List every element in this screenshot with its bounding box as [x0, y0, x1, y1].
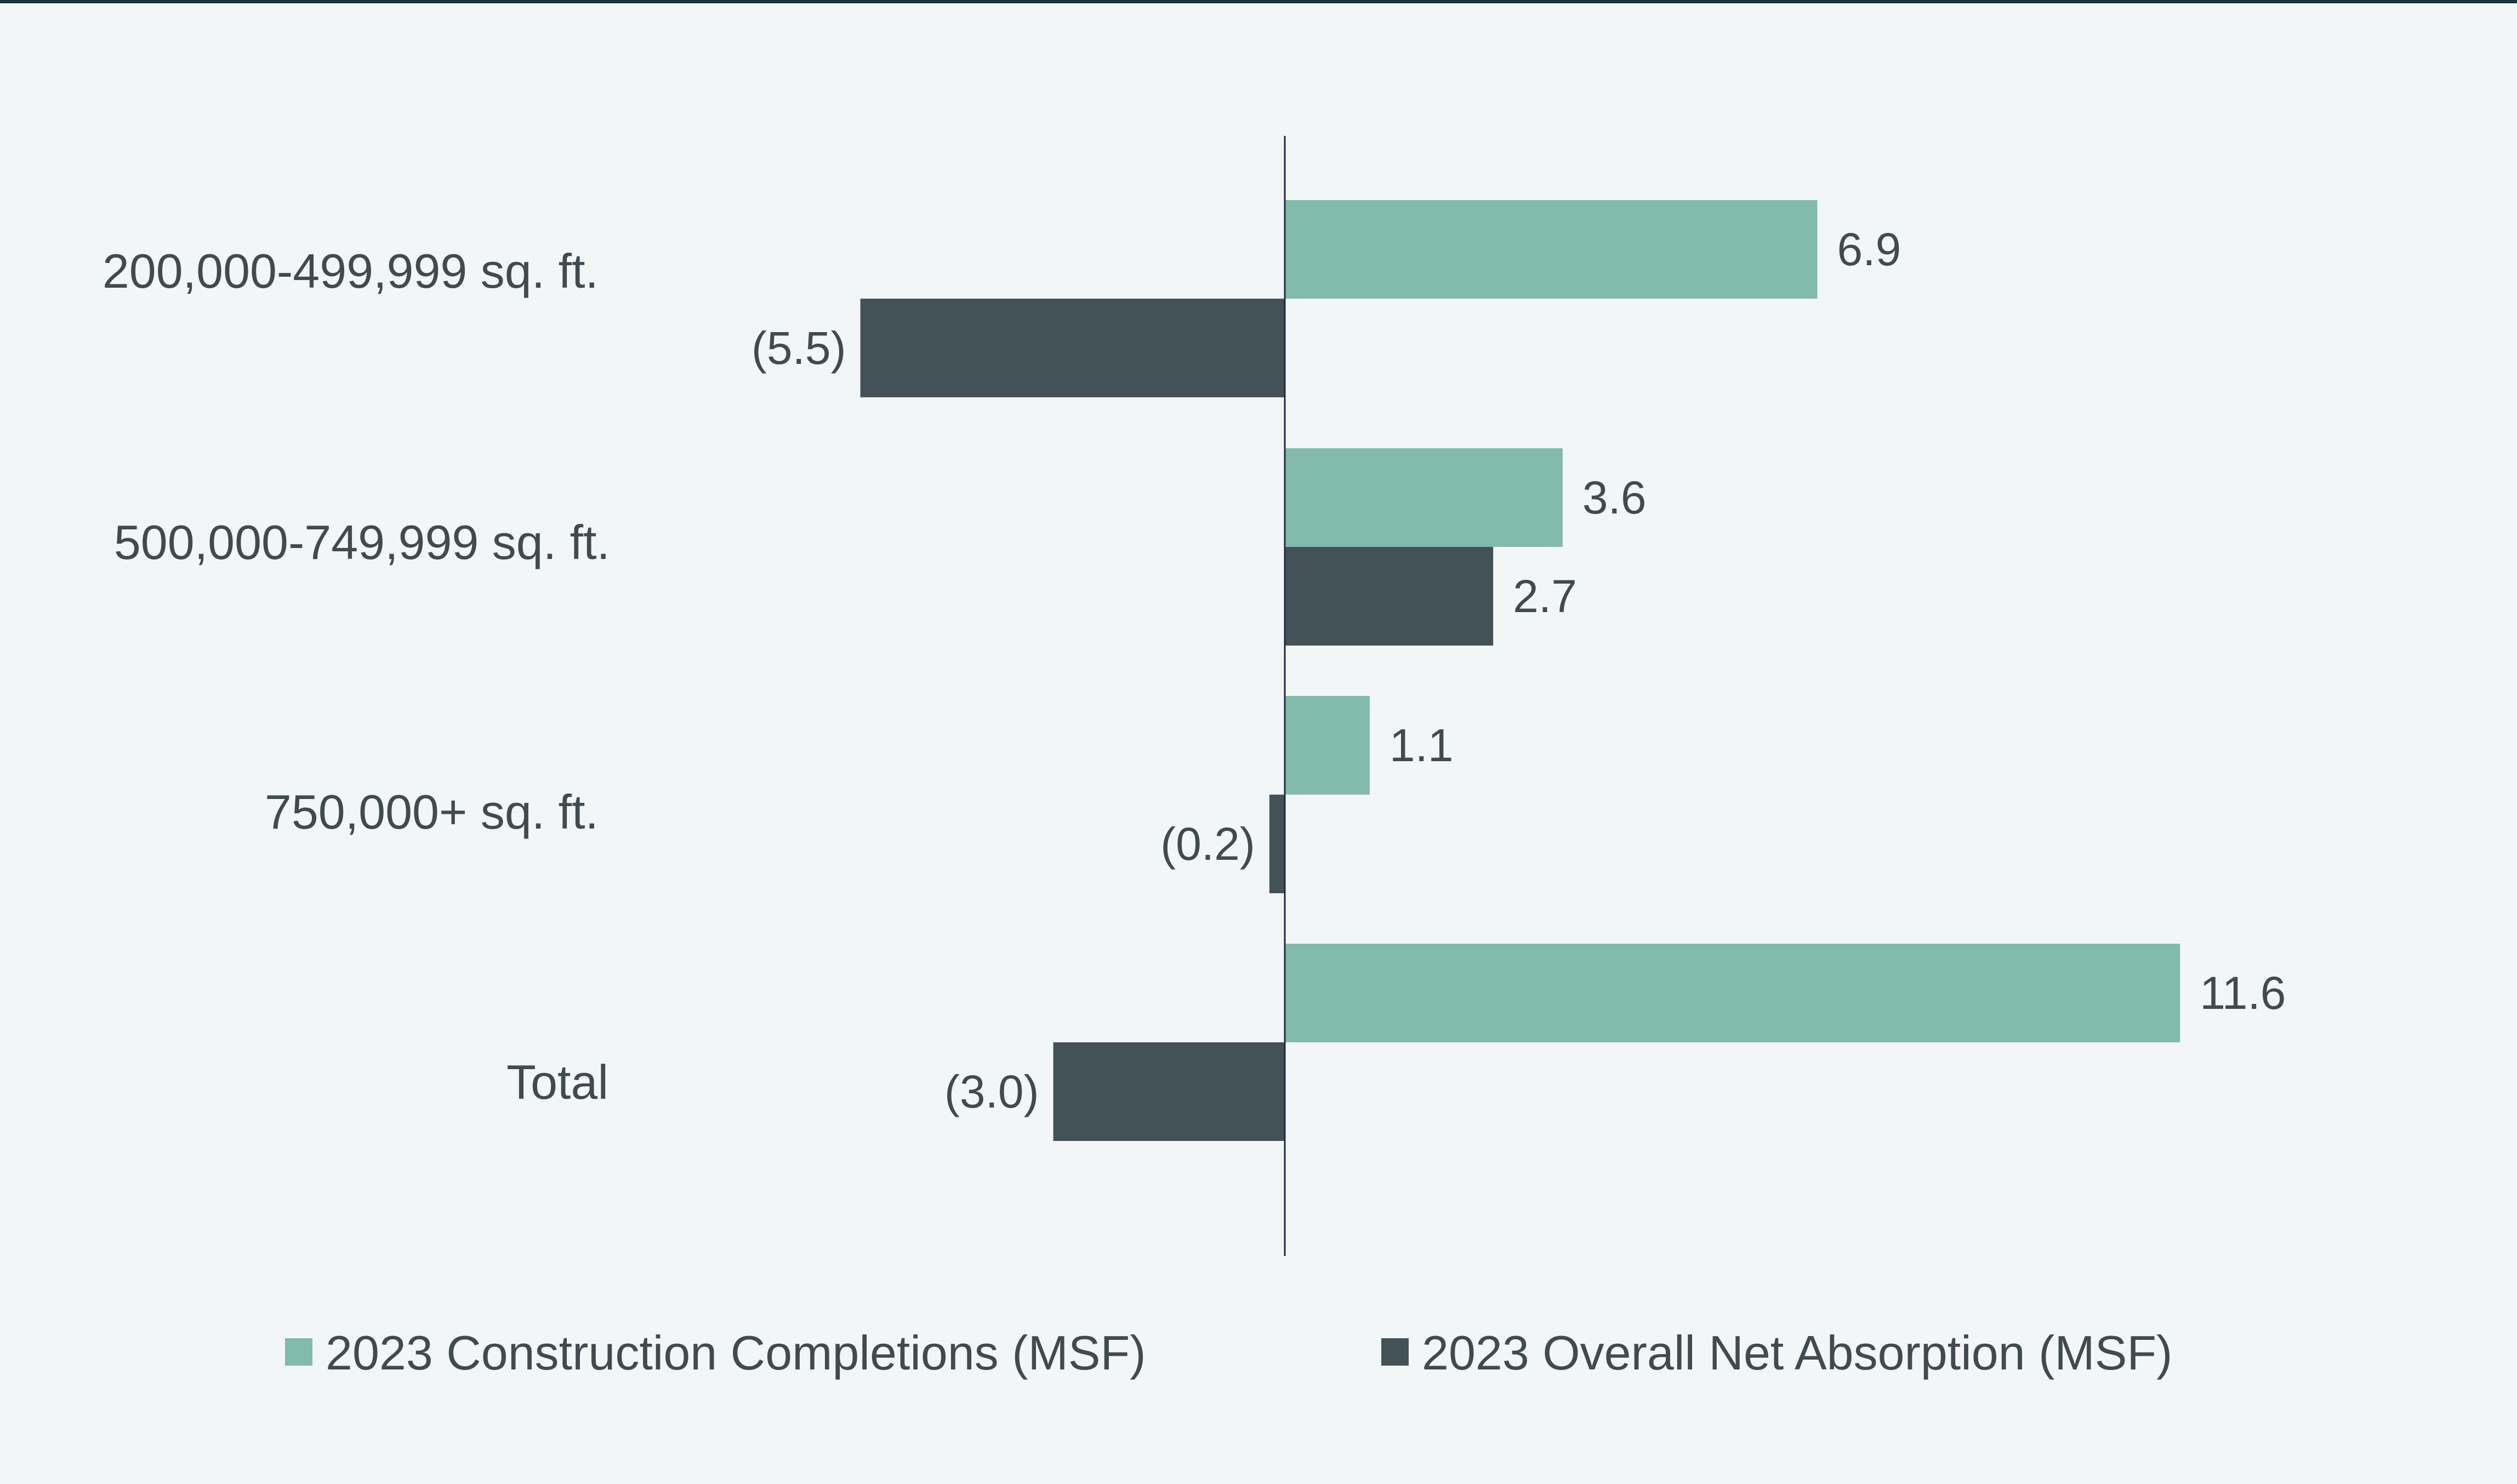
legend-label-absorption: 2023 Overall Net Absorption (MSF): [1422, 1326, 2172, 1380]
data-label-completions: 1.1: [1390, 720, 1454, 771]
data-label-absorption: 2.7: [1513, 570, 1577, 622]
top-rule: [0, 0, 2517, 3]
bars-layer: [860, 200, 2180, 1141]
bar-absorption: [1285, 547, 1494, 646]
data-label-absorption: (5.5): [751, 322, 846, 374]
bar-completions: [1285, 200, 1818, 299]
bar-absorption: [1053, 1042, 1285, 1141]
labels-layer: 200,000-499,999 sq. ft. 500,000-749,999 s…: [102, 224, 2286, 1117]
category-label: Total: [506, 1055, 608, 1109]
bar-completions: [1285, 448, 1563, 547]
category-label: 200,000-499,999 sq. ft.: [102, 244, 599, 298]
category-label: 500,000-749,999 sq. ft.: [114, 515, 610, 569]
data-label-absorption: (0.2): [1160, 818, 1255, 870]
data-label-completions: 3.6: [1582, 472, 1647, 523]
category-label: 750,000+ sq. ft.: [265, 785, 599, 839]
bar-completions: [1285, 696, 1370, 795]
legend: 2023 Construction Completions (MSF) 2023…: [285, 1326, 2172, 1380]
bar-absorption: [1269, 795, 1285, 893]
legend-swatch-absorption: [1381, 1338, 1409, 1366]
legend-label-completions: 2023 Construction Completions (MSF): [326, 1326, 1146, 1380]
bar-absorption: [860, 299, 1285, 397]
data-label-absorption: (3.0): [944, 1066, 1039, 1117]
data-label-completions: 6.9: [1837, 224, 1901, 275]
legend-swatch-completions: [285, 1338, 312, 1366]
bar-completions: [1285, 944, 2180, 1042]
data-label-completions: 11.6: [2200, 967, 2286, 1019]
